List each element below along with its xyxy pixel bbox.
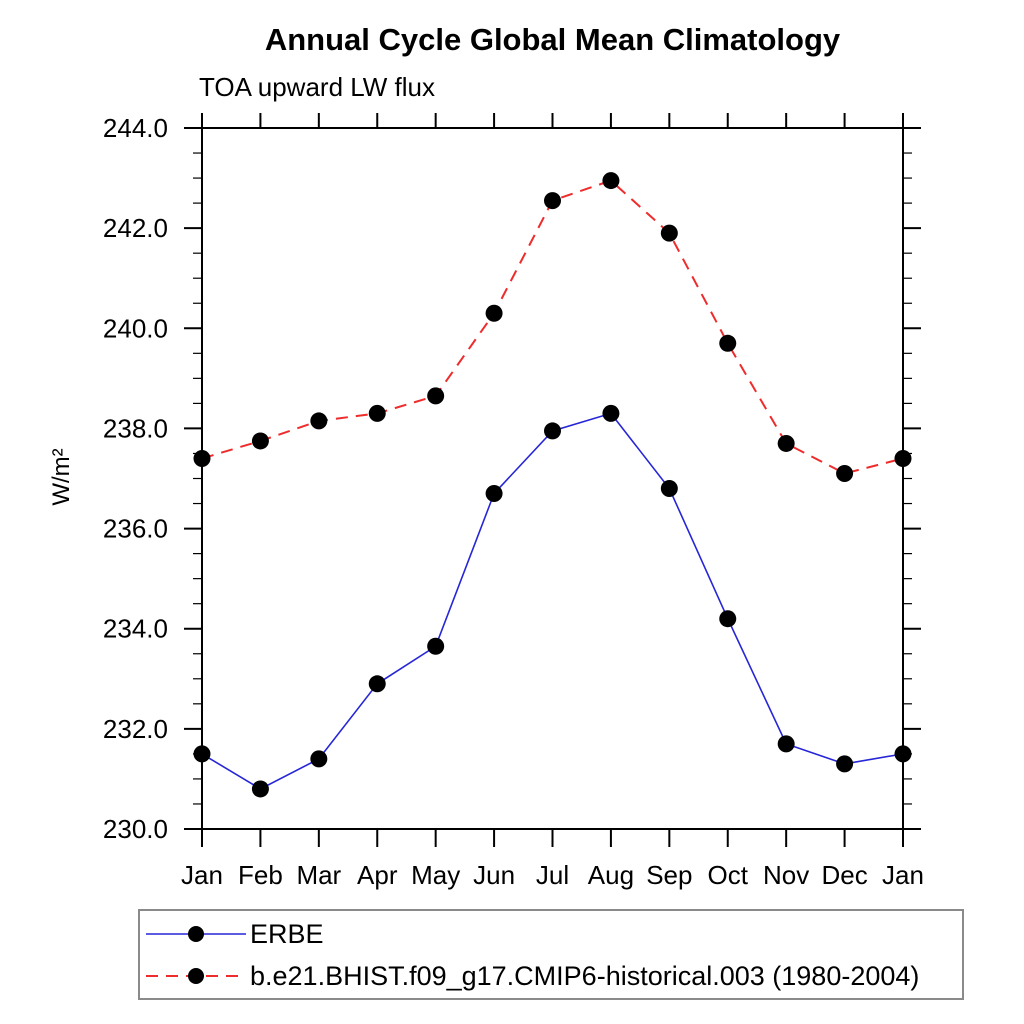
data-point-series-0 <box>251 780 269 798</box>
x-tick-label: Jul <box>536 860 569 890</box>
data-point-series-0 <box>485 485 503 503</box>
x-tick-label: Jun <box>473 860 515 890</box>
x-tick-label: May <box>411 860 460 890</box>
data-point-series-0 <box>193 745 211 763</box>
data-point-series-1 <box>368 404 386 422</box>
y-tick-label: 232.0 <box>103 714 168 744</box>
y-tick-label: 238.0 <box>103 413 168 443</box>
data-point-series-1 <box>719 334 737 352</box>
legend: ERBE b.e21.BHIST.f09_g17.CMIP6-historica… <box>138 909 964 1000</box>
data-point-series-0 <box>660 480 678 498</box>
x-tick-label: Jan <box>882 860 924 890</box>
legend-sample-marker <box>188 968 204 984</box>
data-point-series-1 <box>894 449 912 467</box>
x-tick-label: Jan <box>181 860 223 890</box>
data-point-series-1 <box>836 464 854 482</box>
x-tick-label: Mar <box>296 860 341 890</box>
y-tick-label: 236.0 <box>103 514 168 544</box>
y-tick-label: 242.0 <box>103 213 168 243</box>
legend-line-sample-model <box>146 968 246 984</box>
data-point-series-0 <box>836 755 854 773</box>
x-tick-label: Sep <box>646 860 692 890</box>
y-tick-label: 244.0 <box>103 113 168 143</box>
data-point-series-1 <box>251 432 269 450</box>
chart-subtitle: TOA upward LW flux <box>199 72 436 102</box>
data-point-series-0 <box>368 675 386 693</box>
data-point-series-1 <box>193 449 211 467</box>
data-point-series-1 <box>427 387 445 405</box>
data-point-series-1 <box>310 412 328 430</box>
legend-label-model: b.e21.BHIST.f09_g17.CMIP6-historical.003… <box>250 960 920 991</box>
y-tick-label: 230.0 <box>103 814 168 844</box>
chart-title: Annual Cycle Global Mean Climatology <box>264 22 841 57</box>
data-point-series-0 <box>894 745 912 763</box>
legend-label-erbe: ERBE <box>250 918 324 949</box>
y-tick-label: 240.0 <box>103 313 168 343</box>
data-point-series-0 <box>777 735 795 753</box>
legend-item-model: b.e21.BHIST.f09_g17.CMIP6-historical.003… <box>144 960 920 991</box>
y-tick-label: 234.0 <box>103 614 168 644</box>
data-point-series-1 <box>777 434 795 452</box>
data-point-series-1 <box>544 192 561 210</box>
legend-line-sample-erbe <box>146 926 246 942</box>
data-point-series-1 <box>485 304 503 322</box>
legend-item-erbe: ERBE <box>144 918 324 949</box>
legend-sample-marker <box>188 926 204 942</box>
series-line-0 <box>201 412 904 790</box>
data-point-series-0 <box>427 637 445 655</box>
data-point-series-1 <box>660 224 678 242</box>
data-point-series-1 <box>602 172 620 190</box>
x-tick-label: Dec <box>821 860 867 890</box>
x-tick-label: Apr <box>357 860 398 890</box>
data-point-series-0 <box>310 750 328 768</box>
x-tick-label: Nov <box>763 860 809 890</box>
x-tick-label: Aug <box>588 860 634 890</box>
x-tick-label: Oct <box>708 860 749 890</box>
data-point-series-0 <box>544 422 561 440</box>
x-tick-label: Feb <box>238 860 283 890</box>
data-point-series-0 <box>719 610 737 628</box>
data-point-series-0 <box>602 404 620 422</box>
